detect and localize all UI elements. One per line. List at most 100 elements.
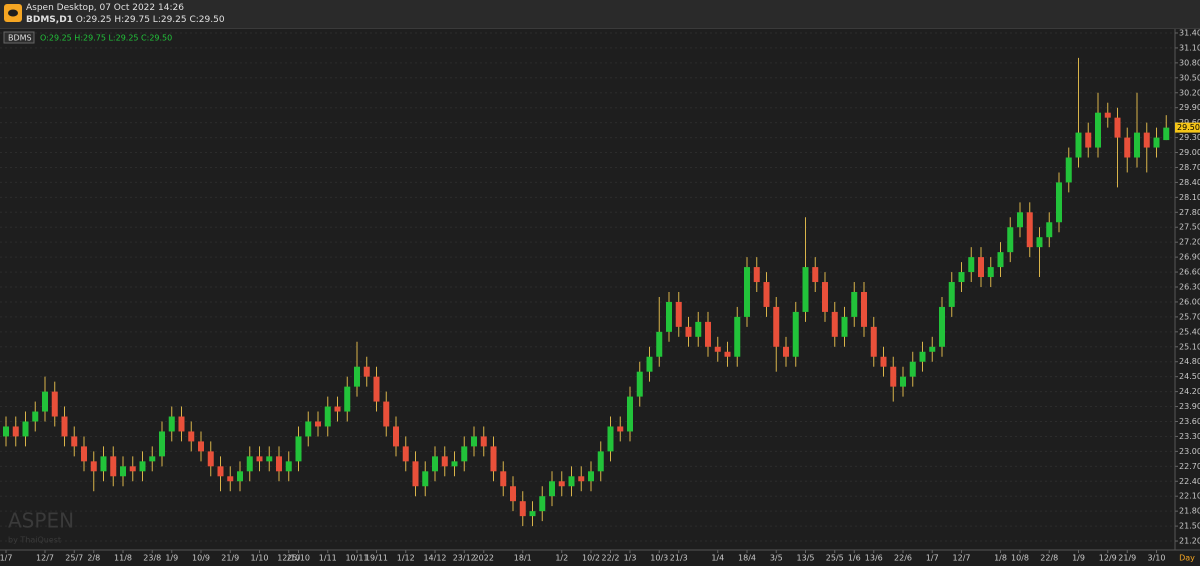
y-tick-label: 21.20 [1179, 537, 1200, 546]
candle-body [1026, 212, 1033, 248]
candle-body [1056, 182, 1062, 223]
y-tick-label: 26.30 [1179, 283, 1200, 292]
candle-body [1114, 117, 1121, 138]
candle-body [480, 436, 487, 447]
y-tick-label: 23.30 [1179, 432, 1200, 441]
watermark-sub: by ThaiQuest [8, 536, 61, 545]
candle-body [500, 471, 507, 487]
y-tick-label: 26.90 [1179, 253, 1200, 262]
y-tick-label: 30.20 [1179, 88, 1200, 97]
candle-body [978, 257, 984, 278]
candle-body [22, 421, 29, 437]
candle-body [861, 291, 867, 327]
candle-body [1163, 127, 1170, 141]
candle-body [753, 267, 760, 283]
candle-body [295, 436, 302, 462]
candle-body [685, 326, 692, 337]
candle-body [344, 386, 351, 412]
x-tick-label: 1/12 [397, 554, 415, 563]
candle-body [870, 326, 877, 357]
y-tick-label: 27.80 [1179, 208, 1200, 217]
x-tick-label: 1/4 [711, 554, 724, 563]
candle-body [909, 361, 916, 377]
x-tick-label: 11/8 [114, 554, 132, 563]
candle-body [666, 301, 672, 332]
candle-body [3, 426, 9, 437]
y-tick-label: 22.70 [1179, 462, 1200, 471]
candle-body [129, 466, 136, 472]
candle-body [363, 366, 370, 377]
watermark: ASPEN [8, 509, 74, 533]
candle-body [276, 456, 282, 472]
candle-body [1143, 132, 1150, 148]
x-tick-label: 1/9 [165, 554, 178, 563]
candle-body [880, 356, 887, 367]
x-tick-label: 1/8 [994, 554, 1007, 563]
y-tick-label: 29.00 [1179, 148, 1200, 157]
candle-body [890, 366, 897, 387]
candle-body [1134, 132, 1140, 158]
candle-body [12, 426, 19, 437]
candle-body [432, 456, 438, 472]
x-tick-label: 14/12 [423, 554, 446, 563]
y-tick-label: 30.50 [1179, 73, 1200, 82]
x-tick-label: 18/4 [738, 554, 756, 563]
x-tick-label: 12/10 [277, 554, 300, 563]
x-tick-label: 23/12 [453, 554, 476, 563]
y-tick-label: 22.40 [1179, 477, 1200, 486]
last-price-label: 29.50 [1177, 123, 1200, 132]
candle-body [724, 351, 731, 357]
candle-body [139, 461, 146, 472]
candle-body [939, 306, 945, 347]
candle-body [61, 416, 68, 437]
candle-body [1095, 112, 1101, 148]
x-tick-label: 1/7 [926, 554, 939, 563]
candle-body [900, 376, 906, 387]
x-tick-label: 10/2 [582, 554, 600, 563]
candle-body [110, 456, 117, 477]
candle-body [354, 366, 360, 387]
candle-body [549, 481, 555, 497]
x-tick-label: 1/2 [555, 554, 568, 563]
candle-body [792, 311, 799, 357]
y-tick-label: 24.80 [1179, 357, 1200, 366]
candle-body [783, 346, 789, 357]
candle-body [646, 356, 653, 372]
y-tick-label: 31.10 [1179, 43, 1200, 52]
candle-body [441, 456, 448, 467]
candle-body [617, 426, 624, 432]
candle-body [412, 461, 419, 487]
candle-body [393, 426, 399, 447]
y-tick-label: 24.20 [1179, 387, 1200, 396]
x-tick-label: 23/8 [143, 554, 161, 563]
candle-body [178, 416, 185, 432]
candle-body [1017, 212, 1023, 228]
candle-body [51, 391, 58, 417]
last-price-tag [1175, 122, 1200, 133]
x-tick-label: 25/7 [65, 554, 83, 563]
candle-body [149, 456, 156, 462]
candle-body [656, 331, 663, 357]
candle-body [285, 461, 292, 472]
header: Aspen Desktop, 07 Oct 2022 14:26 BDMS,D1… [0, 0, 1200, 29]
candle-body [627, 396, 633, 432]
candle-body [773, 306, 780, 347]
x-tick-label: 1/10 [251, 554, 269, 563]
app-logo [4, 4, 22, 22]
candle-body [305, 421, 312, 437]
candle-body [578, 476, 585, 482]
y-tick-label: 22.10 [1179, 492, 1200, 501]
candle-body [159, 431, 165, 457]
candle-body [1036, 237, 1043, 248]
candle-body [675, 301, 682, 327]
candle-body [841, 316, 848, 337]
candle-body [207, 451, 214, 467]
y-tick-label: 23.60 [1179, 417, 1200, 426]
x-tick-label: 25/5 [826, 554, 844, 563]
candle-body [246, 456, 253, 472]
x-tick-label: 3/5 [770, 554, 783, 563]
candle-body [539, 496, 546, 512]
x-tick-label: 18/1 [514, 554, 532, 563]
plot-area [0, 29, 1175, 550]
